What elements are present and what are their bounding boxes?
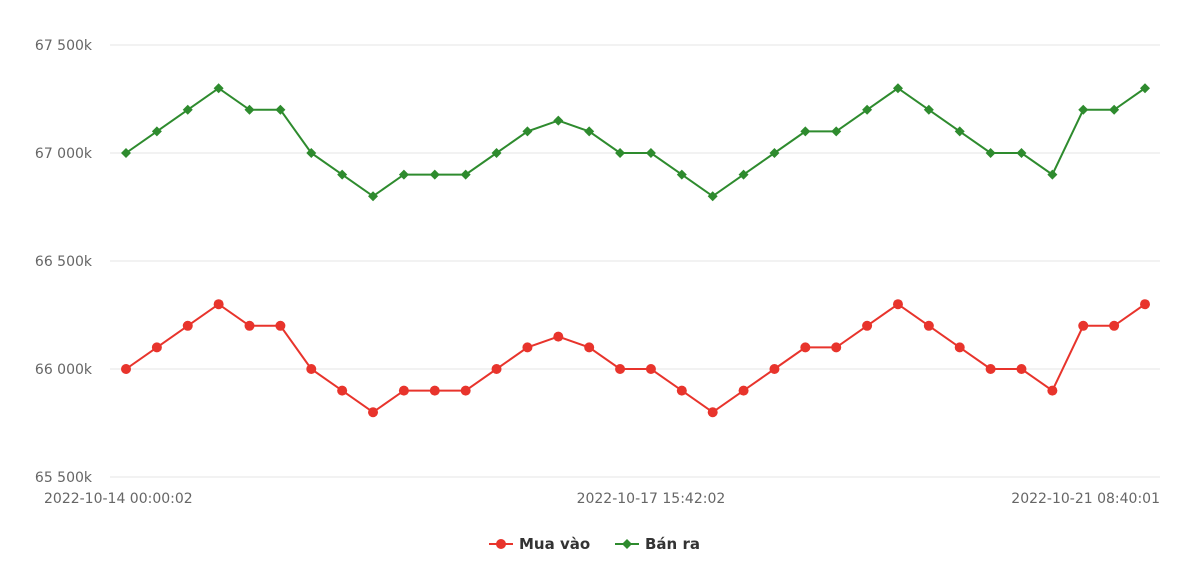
data-point[interactable] bbox=[954, 126, 965, 137]
data-point[interactable] bbox=[337, 385, 348, 396]
data-point[interactable] bbox=[1109, 104, 1120, 115]
data-point[interactable] bbox=[553, 331, 564, 342]
x-tick-label: 2022-10-17 15:42:02 bbox=[577, 491, 726, 507]
data-point[interactable] bbox=[491, 148, 502, 158]
data-point[interactable] bbox=[337, 169, 348, 180]
data-point[interactable] bbox=[1140, 299, 1150, 310]
data-point[interactable] bbox=[1078, 320, 1089, 331]
series-1 bbox=[121, 299, 1150, 418]
data-point[interactable] bbox=[800, 342, 811, 353]
data-point[interactable] bbox=[398, 385, 409, 396]
y-tick-label: 67 000k bbox=[35, 146, 93, 162]
data-point[interactable] bbox=[892, 83, 903, 94]
y-tick-label: 67 500k bbox=[35, 38, 93, 54]
data-point[interactable] bbox=[151, 126, 162, 137]
data-point[interactable] bbox=[306, 364, 317, 374]
data-point[interactable] bbox=[985, 364, 996, 374]
data-point[interactable] bbox=[429, 169, 440, 180]
y-axis: 65 500k 66 000k 66 500k 67 000k 67 500k bbox=[35, 38, 93, 486]
data-point[interactable] bbox=[645, 148, 656, 158]
series-line bbox=[125, 86, 1146, 198]
data-point[interactable] bbox=[368, 407, 379, 418]
data-point[interactable] bbox=[584, 126, 595, 137]
legend-label: Mua vào bbox=[519, 535, 590, 553]
data-point[interactable] bbox=[831, 126, 842, 137]
data-point[interactable] bbox=[738, 169, 749, 180]
data-point[interactable] bbox=[738, 385, 749, 396]
data-point[interactable] bbox=[1016, 364, 1027, 374]
legend[interactable]: Mua vào Bán ra bbox=[489, 535, 700, 553]
data-point[interactable] bbox=[213, 83, 224, 94]
y-tick-label: 66 500k bbox=[35, 254, 93, 270]
data-point[interactable] bbox=[707, 407, 718, 418]
legend-marker bbox=[496, 539, 506, 549]
data-point[interactable] bbox=[954, 342, 965, 353]
series-2 bbox=[121, 83, 1150, 202]
data-point[interactable] bbox=[769, 148, 780, 158]
data-point[interactable] bbox=[151, 342, 162, 353]
data-point[interactable] bbox=[121, 148, 131, 158]
data-point[interactable] bbox=[398, 169, 409, 180]
data-point[interactable] bbox=[923, 104, 934, 115]
data-point[interactable] bbox=[769, 364, 780, 374]
data-point[interactable] bbox=[615, 364, 626, 374]
data-point[interactable] bbox=[368, 191, 379, 202]
data-point[interactable] bbox=[584, 342, 595, 353]
x-tick-label: 2022-10-21 08:40:01 bbox=[1011, 491, 1160, 507]
x-tick-label: 2022-10-14 00:00:02 bbox=[44, 491, 193, 507]
data-point[interactable] bbox=[1016, 148, 1027, 158]
data-point[interactable] bbox=[800, 126, 811, 137]
data-point[interactable] bbox=[522, 126, 533, 137]
data-point[interactable] bbox=[244, 320, 255, 331]
data-point[interactable] bbox=[182, 104, 193, 115]
data-point[interactable] bbox=[676, 169, 687, 180]
data-point[interactable] bbox=[553, 115, 564, 126]
data-point[interactable] bbox=[460, 385, 471, 396]
data-point[interactable] bbox=[244, 104, 255, 115]
legend-marker bbox=[622, 539, 632, 549]
data-point[interactable] bbox=[213, 299, 224, 310]
data-point[interactable] bbox=[831, 342, 842, 353]
data-point[interactable] bbox=[1140, 83, 1150, 94]
data-point[interactable] bbox=[460, 169, 471, 180]
y-tick-label: 66 000k bbox=[35, 362, 93, 378]
legend-item-1[interactable]: Mua vào bbox=[489, 535, 590, 553]
data-point[interactable] bbox=[1047, 169, 1058, 180]
data-point[interactable] bbox=[491, 364, 502, 374]
legend-label: Bán ra bbox=[645, 535, 700, 553]
data-point[interactable] bbox=[1078, 104, 1089, 115]
data-point[interactable] bbox=[676, 385, 687, 396]
data-point[interactable] bbox=[1109, 320, 1120, 331]
data-point[interactable] bbox=[985, 148, 996, 158]
data-point[interactable] bbox=[862, 104, 873, 115]
series-layer bbox=[121, 83, 1150, 418]
x-axis: 2022-10-14 00:00:02 2022-10-17 15:42:02 20… bbox=[44, 491, 1160, 507]
data-point[interactable] bbox=[862, 320, 873, 331]
data-point[interactable] bbox=[522, 342, 533, 353]
data-point[interactable] bbox=[1047, 385, 1058, 396]
data-point[interactable] bbox=[645, 364, 656, 374]
series-line bbox=[125, 302, 1146, 414]
data-point[interactable] bbox=[306, 148, 317, 158]
data-point[interactable] bbox=[275, 104, 286, 115]
data-point[interactable] bbox=[182, 320, 193, 331]
data-point[interactable] bbox=[121, 364, 131, 374]
legend-item-2[interactable]: Bán ra bbox=[615, 535, 700, 553]
data-point[interactable] bbox=[923, 320, 934, 331]
grid-layer bbox=[110, 44, 1160, 478]
data-point[interactable] bbox=[615, 148, 626, 158]
data-point[interactable] bbox=[275, 320, 286, 331]
data-point[interactable] bbox=[892, 299, 903, 310]
data-point[interactable] bbox=[429, 385, 440, 396]
data-point[interactable] bbox=[707, 191, 718, 202]
y-tick-label: 65 500k bbox=[35, 470, 93, 486]
